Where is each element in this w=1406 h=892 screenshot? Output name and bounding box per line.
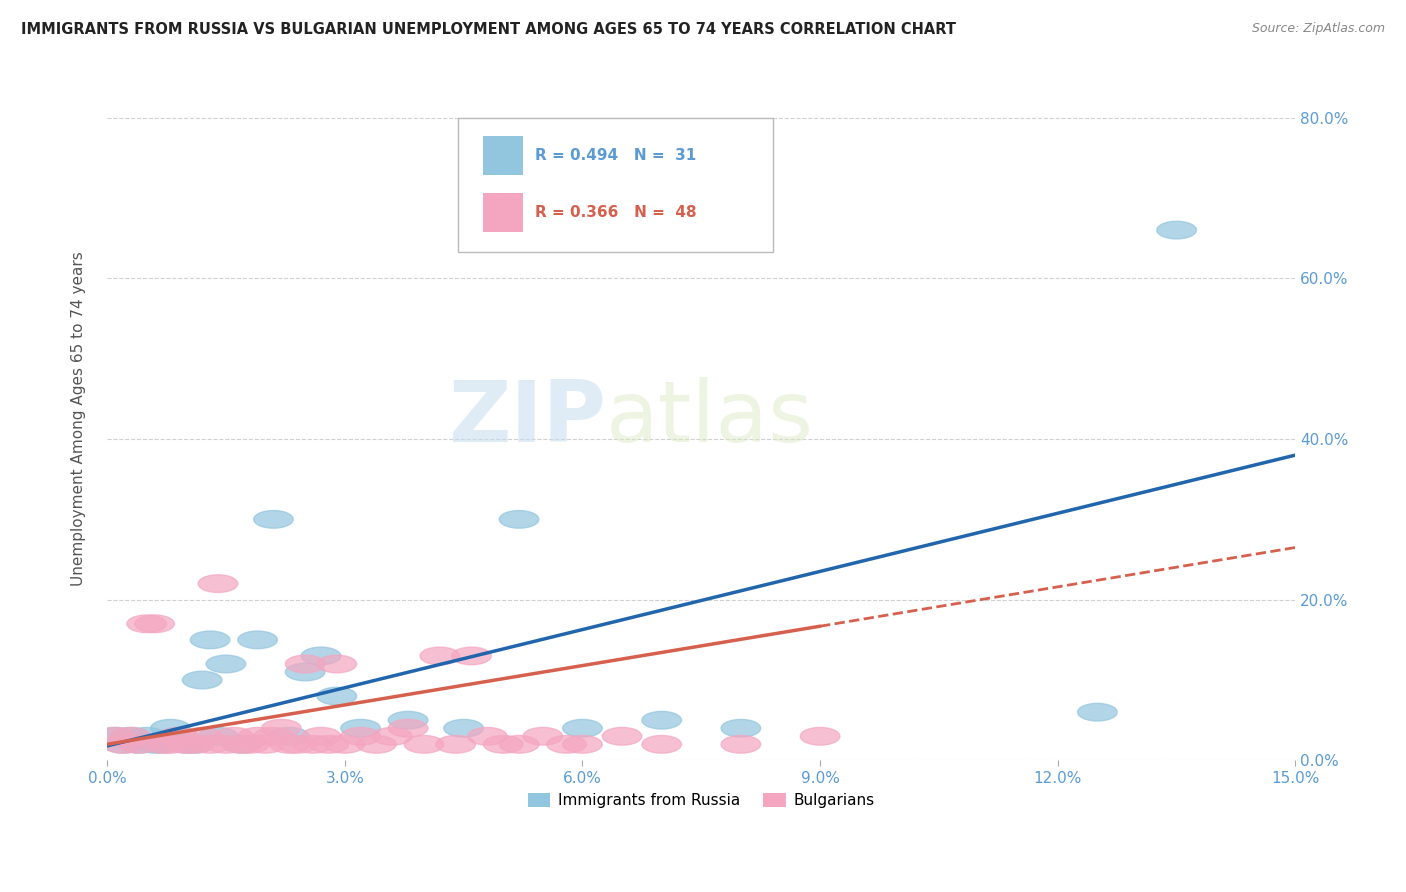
Ellipse shape — [159, 728, 198, 745]
Ellipse shape — [190, 631, 229, 648]
Ellipse shape — [309, 736, 349, 753]
Ellipse shape — [340, 728, 381, 745]
Ellipse shape — [523, 728, 562, 745]
Ellipse shape — [198, 728, 238, 745]
Ellipse shape — [373, 728, 412, 745]
Ellipse shape — [562, 736, 602, 753]
Ellipse shape — [111, 728, 150, 745]
FancyBboxPatch shape — [482, 193, 523, 232]
Ellipse shape — [111, 728, 150, 745]
Text: Source: ZipAtlas.com: Source: ZipAtlas.com — [1251, 22, 1385, 36]
Ellipse shape — [294, 736, 333, 753]
Ellipse shape — [143, 736, 183, 753]
Ellipse shape — [183, 671, 222, 689]
Ellipse shape — [499, 510, 538, 528]
Ellipse shape — [285, 663, 325, 681]
Ellipse shape — [277, 736, 316, 753]
Ellipse shape — [174, 736, 214, 753]
Ellipse shape — [103, 736, 143, 753]
Ellipse shape — [340, 720, 381, 737]
Ellipse shape — [436, 736, 475, 753]
Ellipse shape — [253, 728, 294, 745]
Ellipse shape — [127, 728, 166, 745]
FancyBboxPatch shape — [482, 136, 523, 175]
Ellipse shape — [103, 736, 143, 753]
Ellipse shape — [316, 655, 357, 673]
Y-axis label: Unemployment Among Ages 65 to 74 years: Unemployment Among Ages 65 to 74 years — [72, 252, 86, 586]
Ellipse shape — [499, 736, 538, 753]
Ellipse shape — [150, 736, 190, 753]
Ellipse shape — [301, 728, 340, 745]
Ellipse shape — [602, 728, 643, 745]
Ellipse shape — [190, 736, 229, 753]
Ellipse shape — [166, 736, 207, 753]
Ellipse shape — [643, 712, 682, 729]
Ellipse shape — [562, 720, 602, 737]
Ellipse shape — [183, 728, 222, 745]
Ellipse shape — [301, 647, 340, 665]
Ellipse shape — [207, 736, 246, 753]
Ellipse shape — [166, 736, 207, 753]
Ellipse shape — [285, 655, 325, 673]
Ellipse shape — [120, 736, 159, 753]
Text: R = 0.494   N =  31: R = 0.494 N = 31 — [534, 148, 696, 163]
Text: R = 0.366   N =  48: R = 0.366 N = 48 — [534, 205, 696, 220]
Ellipse shape — [238, 728, 277, 745]
Ellipse shape — [643, 736, 682, 753]
Ellipse shape — [325, 736, 364, 753]
Ellipse shape — [721, 720, 761, 737]
Ellipse shape — [150, 720, 190, 737]
Ellipse shape — [135, 736, 174, 753]
Ellipse shape — [214, 728, 253, 745]
Ellipse shape — [120, 736, 159, 753]
Legend: Immigrants from Russia, Bulgarians: Immigrants from Russia, Bulgarians — [522, 787, 882, 814]
FancyBboxPatch shape — [457, 119, 772, 252]
Ellipse shape — [1077, 703, 1118, 721]
Ellipse shape — [721, 736, 761, 753]
Ellipse shape — [468, 728, 508, 745]
Ellipse shape — [451, 647, 491, 665]
Ellipse shape — [357, 736, 396, 753]
Ellipse shape — [143, 736, 183, 753]
Ellipse shape — [207, 655, 246, 673]
Text: atlas: atlas — [606, 377, 814, 460]
Ellipse shape — [444, 720, 484, 737]
Ellipse shape — [270, 736, 309, 753]
Ellipse shape — [484, 736, 523, 753]
Ellipse shape — [388, 712, 427, 729]
Ellipse shape — [127, 615, 166, 632]
Ellipse shape — [246, 736, 285, 753]
Ellipse shape — [96, 728, 135, 745]
Ellipse shape — [420, 647, 460, 665]
Ellipse shape — [262, 720, 301, 737]
Ellipse shape — [135, 615, 174, 632]
Text: IMMIGRANTS FROM RUSSIA VS BULGARIAN UNEMPLOYMENT AMONG AGES 65 TO 74 YEARS CORRE: IMMIGRANTS FROM RUSSIA VS BULGARIAN UNEM… — [21, 22, 956, 37]
Ellipse shape — [388, 720, 427, 737]
Ellipse shape — [547, 736, 586, 753]
Ellipse shape — [1157, 221, 1197, 239]
Ellipse shape — [174, 736, 214, 753]
Ellipse shape — [159, 728, 198, 745]
Ellipse shape — [238, 631, 277, 648]
Text: ZIP: ZIP — [449, 377, 606, 460]
Ellipse shape — [800, 728, 839, 745]
Ellipse shape — [96, 728, 135, 745]
Ellipse shape — [404, 736, 444, 753]
Ellipse shape — [253, 510, 294, 528]
Ellipse shape — [270, 728, 309, 745]
Ellipse shape — [229, 736, 270, 753]
Ellipse shape — [222, 736, 262, 753]
Ellipse shape — [198, 574, 238, 592]
Ellipse shape — [316, 687, 357, 705]
Ellipse shape — [222, 736, 262, 753]
